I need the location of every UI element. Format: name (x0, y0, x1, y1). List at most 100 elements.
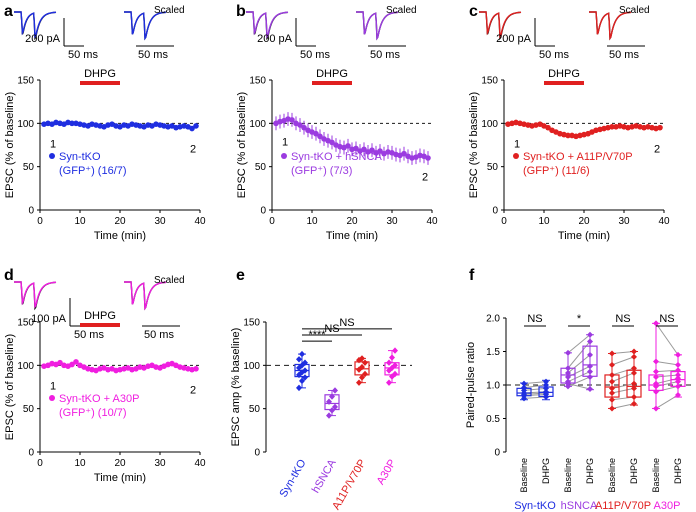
point-f-baseline-3-0 (653, 405, 659, 412)
pair-line-f-3-6 (655, 361, 679, 366)
legend-dot-a (49, 153, 55, 159)
data-point-b-18 (345, 143, 351, 149)
scale-time-2-b: 50 ms (370, 49, 400, 61)
x-tick-label-c-10: 10 (538, 216, 550, 227)
pair-label-f-3-dhpg: DHPG (673, 458, 683, 484)
y-tick-label-f-0: 0 (494, 448, 500, 459)
legend-line-1-d: Syn-tKO + A30P (59, 393, 139, 405)
point-e-0-1 (299, 377, 305, 385)
point-f-dhpg-3-1 (675, 383, 681, 390)
point-f-dhpg-1-4 (587, 338, 593, 345)
pair-line-f-2-5 (611, 367, 635, 376)
sig-label-f-2: NS (615, 313, 630, 325)
data-point-b-20 (353, 145, 359, 152)
sig-label-e-2: NS (339, 317, 354, 329)
pair-line-f-3-4 (655, 374, 679, 378)
scale-time-1-b: 50 ms (300, 49, 330, 61)
legend-line-1-c: Syn-tKO + A11P/V70P (523, 151, 633, 163)
point-e-2-2 (362, 370, 368, 378)
y-tick-label-b-150: 150 (249, 76, 266, 87)
legend-dot-c (513, 153, 519, 159)
scale-time-1-a: 50 ms (68, 49, 98, 61)
x-tick-label-a-10: 10 (74, 216, 86, 227)
x-tick-label-a-0: 0 (37, 216, 43, 227)
point-f-baseline-0-6 (521, 380, 527, 387)
scaled-label-c: Scaled (619, 5, 650, 16)
y-tick-label-c-0: 0 (492, 206, 498, 217)
point-f-baseline-2-4 (609, 378, 615, 385)
x-tick-label-b-0: 0 (269, 216, 275, 227)
x-tick-label-d-40: 40 (194, 458, 206, 469)
x-axis-label-a: Time (min) (94, 230, 146, 242)
point-f-dhpg-2-6 (631, 353, 637, 360)
point-e-0-2 (302, 374, 308, 381)
panel-label-d: d (4, 267, 14, 284)
point-f-dhpg-0-4 (543, 385, 549, 392)
x-tick-label-a-40: 40 (194, 216, 206, 227)
x-axis-label-d: Time (min) (94, 472, 146, 484)
y-tick-label-f-4: 2.0 (486, 314, 500, 325)
data-point-a-37 (189, 125, 195, 132)
y-tick-label-d-50: 50 (23, 404, 35, 415)
scale-current-c: 200 pA (496, 33, 532, 45)
data-point-b-14 (329, 139, 335, 146)
x-tick-label-b-20: 20 (346, 216, 358, 227)
category-label-e-0: Syn-tKO (277, 457, 308, 499)
point-e-2-4 (359, 363, 365, 371)
point-e-1-1 (329, 407, 335, 414)
pair-label-f-1-dhpg: DHPG (585, 458, 595, 484)
point-e-0-10 (299, 350, 305, 358)
point-e-3-0 (386, 379, 392, 386)
panel-label-e: e (236, 267, 245, 284)
group-label-f-0: Syn-tKO (514, 500, 556, 512)
legend-line-2-c: (GFP⁺) (11/6) (523, 165, 590, 177)
y-tick-label-b-0: 0 (260, 206, 266, 217)
y-tick-label-f-3: 1.5 (486, 347, 500, 358)
data-point-c-38 (657, 124, 663, 131)
group-label-f-2: A11P/V70P (595, 500, 651, 512)
point-f-baseline-3-6 (653, 358, 659, 365)
drug-label-c: DHPG (548, 68, 580, 80)
point-f-dhpg-0-6 (543, 378, 549, 385)
point-f-dhpg-0-5 (543, 382, 549, 388)
y-axis-label-c: EPSC (% of baseline) (468, 92, 480, 198)
pair-line-f-2-4 (611, 372, 635, 383)
point-e-1-2 (332, 403, 338, 411)
point-e-0-8 (302, 359, 308, 366)
pair-label-f-1-baseline: Baseline (563, 458, 573, 493)
point-f-baseline-1-4 (565, 365, 571, 372)
y-tick-label-f-2: 1.0 (486, 381, 500, 392)
x-tick-label-b-10: 10 (306, 216, 318, 227)
sig-label-f-3: NS (659, 313, 674, 325)
data-point-b-10 (313, 130, 319, 137)
x-axis-label-c: Time (min) (558, 230, 610, 242)
point-f-dhpg-2-4 (631, 369, 637, 376)
point-f-baseline-2-3 (609, 385, 615, 392)
pair-line-f-1-5 (567, 334, 591, 354)
pair-line-f-3-7 (655, 323, 679, 356)
y-tick-label-e-50: 50 (249, 404, 261, 415)
x-tick-label-d-20: 20 (114, 458, 126, 469)
x-tick-label-a-30: 30 (154, 216, 166, 227)
x-tick-label-b-40: 40 (426, 216, 438, 227)
pair-line-f-0-2 (523, 392, 547, 395)
point-f-baseline-3-3 (653, 380, 659, 387)
panel-label-a: a (4, 3, 13, 20)
scaled-label-b: Scaled (386, 5, 417, 16)
panel-label-c: c (469, 3, 478, 20)
point-e-3-6 (386, 359, 392, 366)
point-f-baseline-2-0 (609, 405, 615, 412)
point-e-1-0 (326, 412, 332, 419)
point-e-1-5 (332, 387, 338, 394)
legend-line-2-a: (GFP⁺) (16/7) (59, 165, 127, 177)
point-f-dhpg-2-7 (631, 348, 637, 355)
pair-line-f-1-3 (567, 354, 591, 374)
y-axis-label-b: EPSC (% of baseline) (236, 92, 248, 198)
scaled-label-d: Scaled (154, 275, 185, 286)
trace-color-right-a (124, 11, 167, 41)
trace-color-left-c (479, 11, 521, 39)
panel-label-b: b (236, 3, 246, 20)
data-point-d-4 (57, 359, 63, 366)
category-label-e-3: A30P (375, 458, 399, 487)
point-f-baseline-1-6 (565, 380, 571, 387)
